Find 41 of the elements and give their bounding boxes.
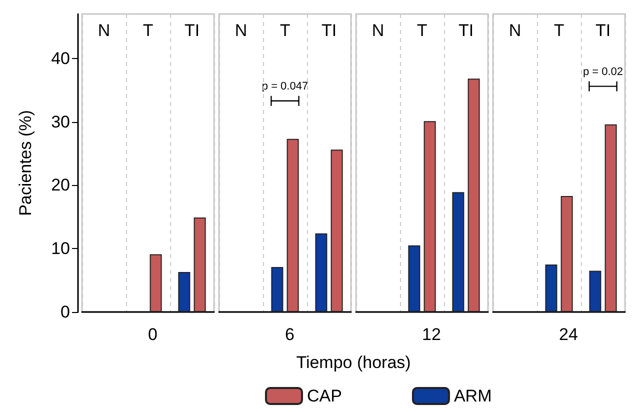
x-tick-label: TI bbox=[321, 21, 337, 40]
bar bbox=[150, 254, 162, 312]
y-tick-label: 0 bbox=[60, 302, 70, 322]
bar bbox=[545, 264, 558, 312]
x-tick-label: T bbox=[142, 21, 154, 40]
bar bbox=[271, 266, 284, 312]
x-tick-label: T bbox=[554, 21, 564, 40]
x-tick-label: N bbox=[234, 21, 248, 40]
x-axis-title: Tiempo (horas) bbox=[296, 353, 411, 372]
y-axis-title: Pacientes (%) bbox=[16, 110, 35, 216]
y-tick-label: 20 bbox=[51, 176, 70, 195]
text: 6 bbox=[284, 325, 294, 344]
x-tick-label: N bbox=[508, 21, 522, 40]
legend-label: CAP bbox=[307, 386, 342, 406]
x-tick-label: T bbox=[280, 21, 290, 40]
bar bbox=[560, 196, 573, 312]
bar bbox=[452, 192, 464, 312]
bar bbox=[468, 78, 480, 312]
text: 0 bbox=[148, 325, 158, 344]
bar bbox=[330, 150, 343, 312]
x-tick-label: N bbox=[372, 21, 384, 40]
x-tick-label: TI bbox=[458, 21, 474, 40]
bar bbox=[408, 245, 420, 312]
annotation: p = 0.02 bbox=[582, 66, 624, 78]
y-tick-label: 10 bbox=[51, 239, 70, 258]
x-tick-label: TI bbox=[184, 21, 200, 40]
legend-label: ARM bbox=[454, 386, 492, 406]
bar bbox=[194, 218, 206, 312]
text: 12 bbox=[422, 325, 441, 344]
x-tick-label: TI bbox=[595, 21, 611, 40]
bar bbox=[604, 124, 617, 312]
y-tick-label: 40 bbox=[51, 48, 70, 68]
x-tick-label: T bbox=[416, 21, 428, 40]
bar bbox=[424, 121, 436, 312]
bar bbox=[286, 138, 299, 312]
y-tick-label: 30 bbox=[51, 112, 70, 132]
bar bbox=[178, 272, 190, 312]
text: 24 bbox=[558, 325, 578, 344]
bar bbox=[589, 270, 602, 312]
x-tick-label: N bbox=[98, 21, 110, 40]
bar bbox=[315, 233, 328, 312]
